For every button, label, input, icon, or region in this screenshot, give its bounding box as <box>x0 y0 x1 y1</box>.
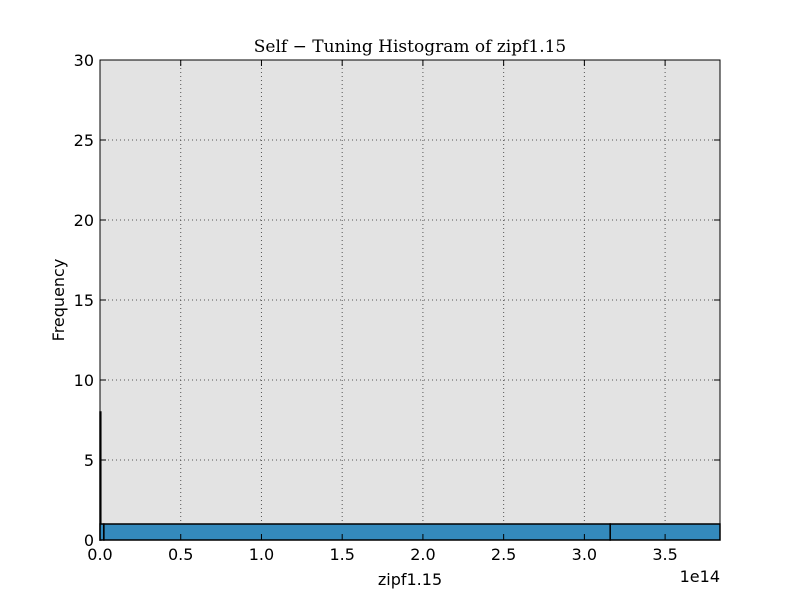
y-tick-label: 20 <box>74 211 94 230</box>
x-tick-label: 0.0 <box>87 545 112 564</box>
x-tick-label: 3.5 <box>652 545 677 564</box>
axis-ticks: 0.0 0.5 1.0 1.5 2.0 2.5 3.0 3.5 0 5 10 15 20 25 30 <box>74 51 720 564</box>
y-tick-label: 5 <box>84 451 94 470</box>
x-axis-offset-label: 1e14 <box>680 567 720 586</box>
x-tick-label: 1.5 <box>329 545 354 564</box>
x-tick-label: 1.0 <box>249 545 274 564</box>
x-tick-label: 3.0 <box>572 545 597 564</box>
y-tick-label: 0 <box>84 531 94 550</box>
histogram-bar <box>103 523 611 541</box>
y-tick-label: 15 <box>74 291 94 310</box>
x-axis-label: zipf1.15 <box>378 570 442 589</box>
y-tick-label: 30 <box>74 51 94 70</box>
chart-title: Self − Tuning Histogram of zipf1.15 <box>254 37 566 57</box>
y-tick-label: 25 <box>74 131 94 150</box>
x-tick-label: 2.0 <box>410 545 435 564</box>
y-axis-label: Frequency <box>49 259 68 342</box>
x-tick-label: 2.5 <box>491 545 516 564</box>
y-tick-label: 10 <box>74 371 94 390</box>
x-tick-label: 0.5 <box>168 545 193 564</box>
